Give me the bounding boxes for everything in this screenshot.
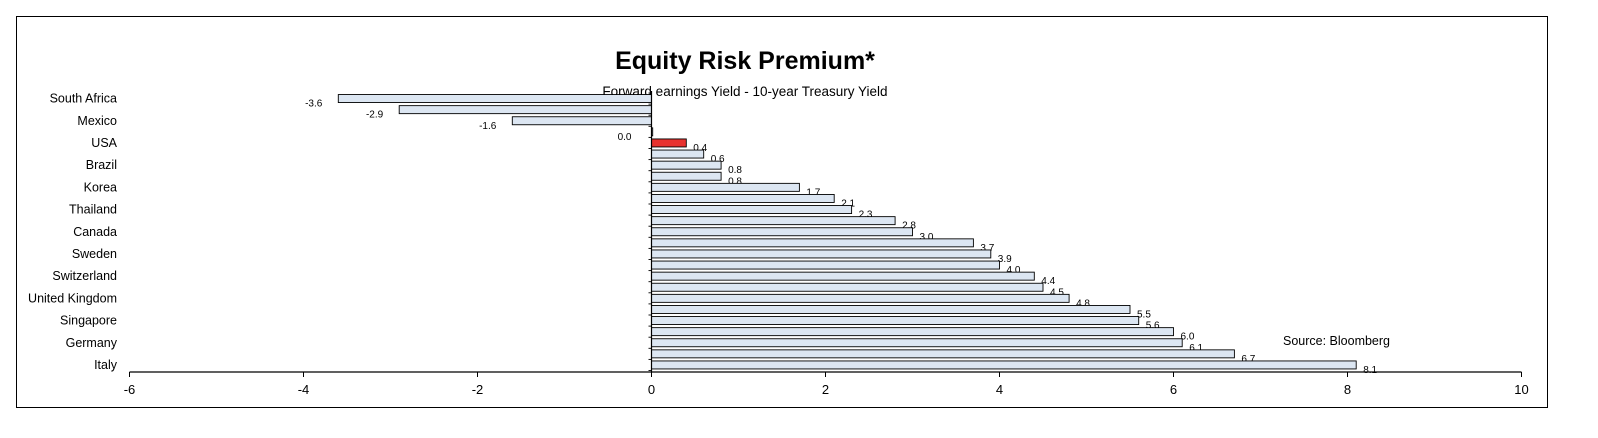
data-label: 3.0 bbox=[920, 232, 934, 243]
data-label: -2.9 bbox=[366, 110, 384, 121]
bar bbox=[651, 216, 896, 226]
category-label: Mexico bbox=[77, 114, 117, 128]
category-label: Italy bbox=[94, 358, 118, 372]
bar bbox=[651, 160, 722, 170]
x-tick-label: -6 bbox=[124, 382, 136, 397]
data-label: 6.0 bbox=[1181, 332, 1195, 343]
bar bbox=[651, 305, 1131, 314]
data-label: 4.8 bbox=[1076, 298, 1090, 309]
x-tick-label: 6 bbox=[1170, 382, 1177, 397]
data-label: 0.0 bbox=[618, 132, 632, 143]
bar bbox=[651, 149, 705, 159]
bar bbox=[337, 94, 652, 104]
bar bbox=[651, 260, 1000, 270]
chart-subtitle: Forward earnings Yield - 10-year Treasur… bbox=[602, 84, 888, 99]
data-label: 2.1 bbox=[841, 198, 855, 209]
category-label: Korea bbox=[84, 180, 117, 194]
bar bbox=[651, 182, 800, 192]
category-label: Thailand bbox=[69, 203, 117, 217]
category-label: United Kingdom bbox=[28, 291, 117, 305]
bar bbox=[398, 105, 652, 115]
bar bbox=[651, 327, 1174, 337]
bar bbox=[651, 171, 722, 181]
category-label: Brazil bbox=[86, 158, 117, 172]
bar bbox=[651, 282, 1044, 292]
data-label: 6.1 bbox=[1189, 343, 1203, 354]
bar bbox=[651, 249, 992, 259]
x-tick-label: 0 bbox=[648, 382, 655, 397]
x-tick-label: -4 bbox=[298, 382, 310, 397]
data-label: 5.5 bbox=[1137, 309, 1151, 320]
bar bbox=[651, 271, 1035, 281]
bar bbox=[651, 205, 853, 215]
data-label: 0.4 bbox=[693, 143, 707, 154]
category-label: Canada bbox=[73, 225, 117, 239]
data-label: 1.7 bbox=[806, 187, 820, 198]
source-note: Source: Bloomberg bbox=[1283, 334, 1391, 348]
bar bbox=[651, 238, 974, 248]
category-label: Singapore bbox=[60, 314, 117, 328]
data-label: 3.9 bbox=[998, 254, 1012, 265]
data-label: 6.7 bbox=[1241, 354, 1255, 365]
category-label: Germany bbox=[66, 336, 118, 350]
category-label: Switzerland bbox=[52, 269, 117, 283]
data-label: 2.3 bbox=[859, 210, 873, 221]
bar bbox=[651, 360, 1357, 370]
data-label: -3.6 bbox=[305, 99, 323, 110]
x-tick-label: 4 bbox=[996, 382, 1003, 397]
chart-title: Equity Risk Premium* bbox=[615, 47, 875, 75]
bar bbox=[651, 227, 913, 237]
bar-chart: -3.6 -2.9 -1.6 0.0 0.4 0.60.80.8 1.7 2.1 2.3 2.8 3… bbox=[28, 91, 1529, 397]
bar bbox=[511, 116, 652, 126]
data-label: 0.8 bbox=[728, 165, 742, 176]
bar bbox=[651, 293, 1070, 303]
x-tick-label: -2 bbox=[472, 382, 484, 397]
x-tick-label: 10 bbox=[1514, 382, 1528, 397]
data-label: 4.5 bbox=[1050, 287, 1064, 298]
data-label: 5.6 bbox=[1146, 321, 1160, 332]
data-label: 3.7 bbox=[980, 243, 994, 254]
data-label: 4.4 bbox=[1041, 276, 1055, 287]
x-tick-label: 8 bbox=[1344, 382, 1351, 397]
data-label: -1.6 bbox=[479, 121, 497, 132]
bar bbox=[651, 338, 1183, 348]
category-label: Sweden bbox=[72, 247, 117, 261]
data-label: 0.6 bbox=[711, 154, 725, 165]
category-label: South Africa bbox=[50, 92, 117, 106]
x-tick-label: 2 bbox=[822, 382, 829, 397]
data-label: 0.8 bbox=[728, 176, 742, 187]
category-label: USA bbox=[91, 136, 117, 150]
bar bbox=[651, 138, 687, 148]
bar bbox=[651, 193, 835, 203]
data-label: 4.0 bbox=[1007, 265, 1021, 276]
chart-frame: Equity Risk Premium* Forward earnings Yi… bbox=[16, 16, 1548, 408]
data-label: 2.8 bbox=[902, 221, 916, 232]
data-label: 8.1 bbox=[1363, 365, 1377, 376]
bar bbox=[651, 349, 1235, 359]
bar bbox=[651, 316, 1140, 325]
